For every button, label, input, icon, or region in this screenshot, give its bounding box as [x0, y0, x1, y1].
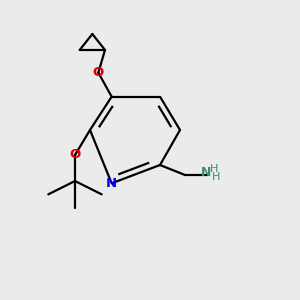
Text: H: H [212, 172, 220, 182]
Text: N: N [201, 166, 211, 179]
Text: O: O [93, 66, 104, 79]
Text: H: H [210, 164, 218, 174]
Text: O: O [69, 148, 81, 161]
Text: N: N [106, 177, 117, 190]
